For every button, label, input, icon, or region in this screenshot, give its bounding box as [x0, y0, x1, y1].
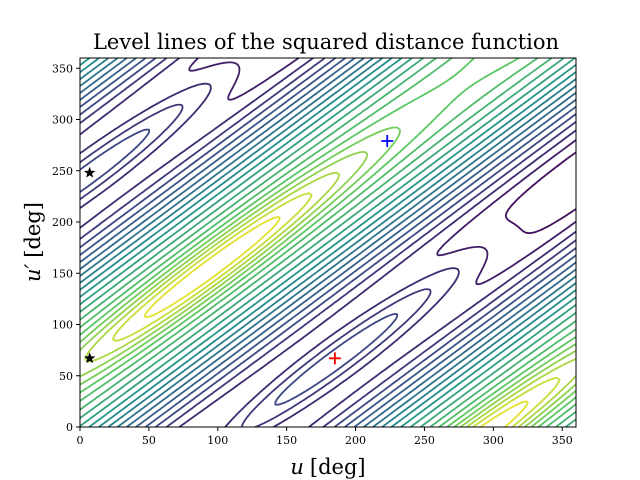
- y-axis-symbol: u′: [21, 263, 45, 282]
- contour-level-1: [505, 151, 576, 235]
- contour-level-7: [80, 58, 576, 427]
- x-tick-label: 150: [276, 434, 297, 447]
- y-tick-label: 300: [52, 114, 73, 127]
- contour-level-5: [80, 58, 576, 427]
- y-tick-label: 150: [52, 267, 73, 280]
- plot-frame: [79, 57, 577, 428]
- markers: [83, 135, 394, 365]
- contour-level-17: [80, 58, 576, 427]
- x-tick-label: 300: [483, 434, 504, 447]
- contour-lines: [80, 58, 576, 427]
- contour-level-4: [80, 58, 576, 427]
- x-tick-label: 250: [414, 434, 435, 447]
- x-axis-unit: [deg]: [310, 455, 366, 479]
- contour-level-3: [80, 58, 576, 427]
- contour-level-15: [80, 58, 576, 427]
- x-tick-label: 100: [207, 434, 228, 447]
- x-tick-label: 350: [552, 434, 573, 447]
- y-tick-label: 250: [52, 165, 73, 178]
- x-axis-symbol: u: [290, 455, 304, 479]
- y-tick-label: 350: [52, 62, 73, 75]
- x-tick-label: 50: [142, 434, 156, 447]
- blue-plus-marker: [381, 135, 394, 148]
- chart-title: Level lines of the squared distance func…: [93, 30, 559, 54]
- star-marker-lower: [83, 352, 96, 364]
- x-axis-label: u [deg]: [290, 455, 365, 479]
- x-tick-label: 0: [77, 434, 84, 447]
- y-axis-label: u′ [deg]: [21, 202, 45, 282]
- y-tick-label: 100: [52, 319, 73, 332]
- contour-level-10: [80, 58, 576, 427]
- y-axis-ticks: 0 50 100 150 200 250 300 350: [52, 62, 80, 434]
- y-axis-unit: [deg]: [21, 202, 45, 258]
- star-marker-upper: [83, 166, 96, 178]
- contour-level-22: [144, 216, 529, 427]
- contour-level-13: [80, 58, 576, 427]
- y-tick-label: 50: [59, 370, 73, 383]
- contour-level-19: [80, 151, 576, 427]
- contour-level-12: [80, 58, 576, 427]
- y-tick-label: 0: [66, 421, 73, 434]
- contour-level-20: [84, 171, 576, 427]
- x-tick-label: 200: [345, 434, 366, 447]
- y-tick-label: 200: [52, 216, 73, 229]
- contour-level-16: [80, 58, 576, 427]
- x-axis-ticks: 0 50 100 150 200 250 300 350: [77, 427, 573, 447]
- red-plus-marker: [328, 352, 341, 365]
